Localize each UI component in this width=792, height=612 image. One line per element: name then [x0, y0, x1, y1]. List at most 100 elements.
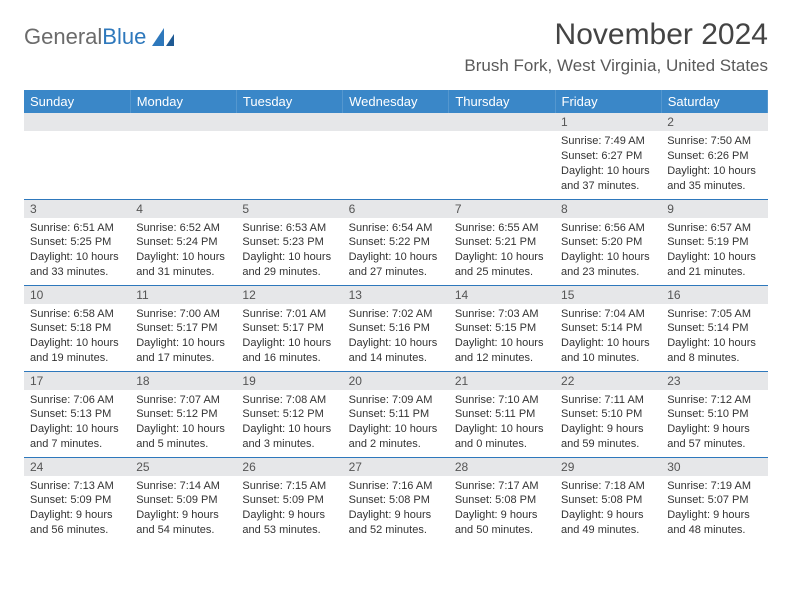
day-details: Sunrise: 7:19 AMSunset: 5:07 PMDaylight:…: [661, 476, 767, 542]
sunset-text: Sunset: 5:25 PM: [30, 235, 124, 250]
calendar-cell: 27Sunrise: 7:16 AMSunset: 5:08 PMDayligh…: [343, 457, 449, 543]
sunrise-text: Sunrise: 6:58 AM: [30, 307, 124, 322]
daylight-text: Daylight: 10 hours and 19 minutes.: [30, 336, 124, 366]
daylight-text: Daylight: 10 hours and 23 minutes.: [561, 250, 655, 280]
day-details: Sunrise: 6:55 AMSunset: 5:21 PMDaylight:…: [449, 218, 555, 284]
title-block: November 2024 Brush Fork, West Virginia,…: [464, 18, 768, 76]
day-details: Sunrise: 7:14 AMSunset: 5:09 PMDaylight:…: [130, 476, 236, 542]
calendar-cell: [343, 113, 449, 199]
day-details: Sunrise: 7:04 AMSunset: 5:14 PMDaylight:…: [555, 304, 661, 370]
daylight-text: Daylight: 10 hours and 0 minutes.: [455, 422, 549, 452]
sunset-text: Sunset: 5:09 PM: [242, 493, 336, 508]
day-details: Sunrise: 7:08 AMSunset: 5:12 PMDaylight:…: [236, 390, 342, 456]
day-details: Sunrise: 7:02 AMSunset: 5:16 PMDaylight:…: [343, 304, 449, 370]
day-number: [343, 113, 449, 131]
sunset-text: Sunset: 6:26 PM: [667, 149, 761, 164]
calendar-cell: 5Sunrise: 6:53 AMSunset: 5:23 PMDaylight…: [236, 199, 342, 285]
day-details: Sunrise: 7:05 AMSunset: 5:14 PMDaylight:…: [661, 304, 767, 370]
weekday-header: Saturday: [661, 90, 767, 113]
sunrise-text: Sunrise: 6:51 AM: [30, 221, 124, 236]
calendar-cell: 15Sunrise: 7:04 AMSunset: 5:14 PMDayligh…: [555, 285, 661, 371]
logo-word1: General: [24, 24, 102, 49]
calendar-cell: 11Sunrise: 7:00 AMSunset: 5:17 PMDayligh…: [130, 285, 236, 371]
day-number: 26: [236, 458, 342, 476]
sunset-text: Sunset: 5:08 PM: [349, 493, 443, 508]
day-details: Sunrise: 7:11 AMSunset: 5:10 PMDaylight:…: [555, 390, 661, 456]
daylight-text: Daylight: 10 hours and 5 minutes.: [136, 422, 230, 452]
calendar-cell: 10Sunrise: 6:58 AMSunset: 5:18 PMDayligh…: [24, 285, 130, 371]
calendar-cell: 1Sunrise: 7:49 AMSunset: 6:27 PMDaylight…: [555, 113, 661, 199]
day-details: Sunrise: 6:52 AMSunset: 5:24 PMDaylight:…: [130, 218, 236, 284]
logo-text: GeneralBlue: [24, 24, 146, 50]
day-number: 13: [343, 286, 449, 304]
day-number: 16: [661, 286, 767, 304]
calendar-cell: 24Sunrise: 7:13 AMSunset: 5:09 PMDayligh…: [24, 457, 130, 543]
sunset-text: Sunset: 5:10 PM: [561, 407, 655, 422]
sunset-text: Sunset: 5:11 PM: [349, 407, 443, 422]
calendar-cell: 25Sunrise: 7:14 AMSunset: 5:09 PMDayligh…: [130, 457, 236, 543]
calendar-cell: 19Sunrise: 7:08 AMSunset: 5:12 PMDayligh…: [236, 371, 342, 457]
sunset-text: Sunset: 5:15 PM: [455, 321, 549, 336]
daylight-text: Daylight: 9 hours and 54 minutes.: [136, 508, 230, 538]
day-details: Sunrise: 7:12 AMSunset: 5:10 PMDaylight:…: [661, 390, 767, 456]
calendar-row: 24Sunrise: 7:13 AMSunset: 5:09 PMDayligh…: [24, 457, 768, 543]
day-number: 18: [130, 372, 236, 390]
day-number: [130, 113, 236, 131]
day-number: 4: [130, 200, 236, 218]
calendar-row: 10Sunrise: 6:58 AMSunset: 5:18 PMDayligh…: [24, 285, 768, 371]
calendar-row: 1Sunrise: 7:49 AMSunset: 6:27 PMDaylight…: [24, 113, 768, 199]
daylight-text: Daylight: 9 hours and 52 minutes.: [349, 508, 443, 538]
weekday-header: Monday: [130, 90, 236, 113]
day-details: Sunrise: 6:53 AMSunset: 5:23 PMDaylight:…: [236, 218, 342, 284]
calendar-cell: 18Sunrise: 7:07 AMSunset: 5:12 PMDayligh…: [130, 371, 236, 457]
sunset-text: Sunset: 5:10 PM: [667, 407, 761, 422]
calendar-cell: 14Sunrise: 7:03 AMSunset: 5:15 PMDayligh…: [449, 285, 555, 371]
sunset-text: Sunset: 5:07 PM: [667, 493, 761, 508]
day-details: Sunrise: 7:17 AMSunset: 5:08 PMDaylight:…: [449, 476, 555, 542]
day-number: 30: [661, 458, 767, 476]
daylight-text: Daylight: 10 hours and 25 minutes.: [455, 250, 549, 280]
day-number: [24, 113, 130, 131]
calendar-cell: 8Sunrise: 6:56 AMSunset: 5:20 PMDaylight…: [555, 199, 661, 285]
daylight-text: Daylight: 10 hours and 27 minutes.: [349, 250, 443, 280]
weekday-header: Tuesday: [236, 90, 342, 113]
sunrise-text: Sunrise: 7:04 AM: [561, 307, 655, 322]
day-number: 12: [236, 286, 342, 304]
logo: GeneralBlue: [24, 24, 176, 50]
day-details: Sunrise: 7:09 AMSunset: 5:11 PMDaylight:…: [343, 390, 449, 456]
weekday-header: Sunday: [24, 90, 130, 113]
sunrise-text: Sunrise: 6:57 AM: [667, 221, 761, 236]
sunrise-text: Sunrise: 6:54 AM: [349, 221, 443, 236]
day-details: Sunrise: 7:15 AMSunset: 5:09 PMDaylight:…: [236, 476, 342, 542]
sunrise-text: Sunrise: 6:53 AM: [242, 221, 336, 236]
day-number: 5: [236, 200, 342, 218]
sunset-text: Sunset: 5:09 PM: [136, 493, 230, 508]
calendar-cell: 4Sunrise: 6:52 AMSunset: 5:24 PMDaylight…: [130, 199, 236, 285]
sunset-text: Sunset: 5:09 PM: [30, 493, 124, 508]
day-details: Sunrise: 7:18 AMSunset: 5:08 PMDaylight:…: [555, 476, 661, 542]
header: GeneralBlue November 2024 Brush Fork, We…: [24, 18, 768, 76]
day-details: Sunrise: 6:54 AMSunset: 5:22 PMDaylight:…: [343, 218, 449, 284]
sunset-text: Sunset: 5:17 PM: [136, 321, 230, 336]
sunrise-text: Sunrise: 7:13 AM: [30, 479, 124, 494]
calendar-cell: 17Sunrise: 7:06 AMSunset: 5:13 PMDayligh…: [24, 371, 130, 457]
day-number: 25: [130, 458, 236, 476]
daylight-text: Daylight: 10 hours and 3 minutes.: [242, 422, 336, 452]
daylight-text: Daylight: 9 hours and 56 minutes.: [30, 508, 124, 538]
daylight-text: Daylight: 10 hours and 37 minutes.: [561, 164, 655, 194]
day-details: Sunrise: 6:57 AMSunset: 5:19 PMDaylight:…: [661, 218, 767, 284]
calendar-cell: 16Sunrise: 7:05 AMSunset: 5:14 PMDayligh…: [661, 285, 767, 371]
sunrise-text: Sunrise: 7:00 AM: [136, 307, 230, 322]
daylight-text: Daylight: 10 hours and 16 minutes.: [242, 336, 336, 366]
calendar-cell: 3Sunrise: 6:51 AMSunset: 5:25 PMDaylight…: [24, 199, 130, 285]
daylight-text: Daylight: 10 hours and 12 minutes.: [455, 336, 549, 366]
day-number: 29: [555, 458, 661, 476]
daylight-text: Daylight: 9 hours and 53 minutes.: [242, 508, 336, 538]
day-details: Sunrise: 6:51 AMSunset: 5:25 PMDaylight:…: [24, 218, 130, 284]
sunrise-text: Sunrise: 7:05 AM: [667, 307, 761, 322]
weekday-header: Thursday: [449, 90, 555, 113]
day-number: 9: [661, 200, 767, 218]
daylight-text: Daylight: 10 hours and 10 minutes.: [561, 336, 655, 366]
daylight-text: Daylight: 10 hours and 8 minutes.: [667, 336, 761, 366]
day-number: 7: [449, 200, 555, 218]
